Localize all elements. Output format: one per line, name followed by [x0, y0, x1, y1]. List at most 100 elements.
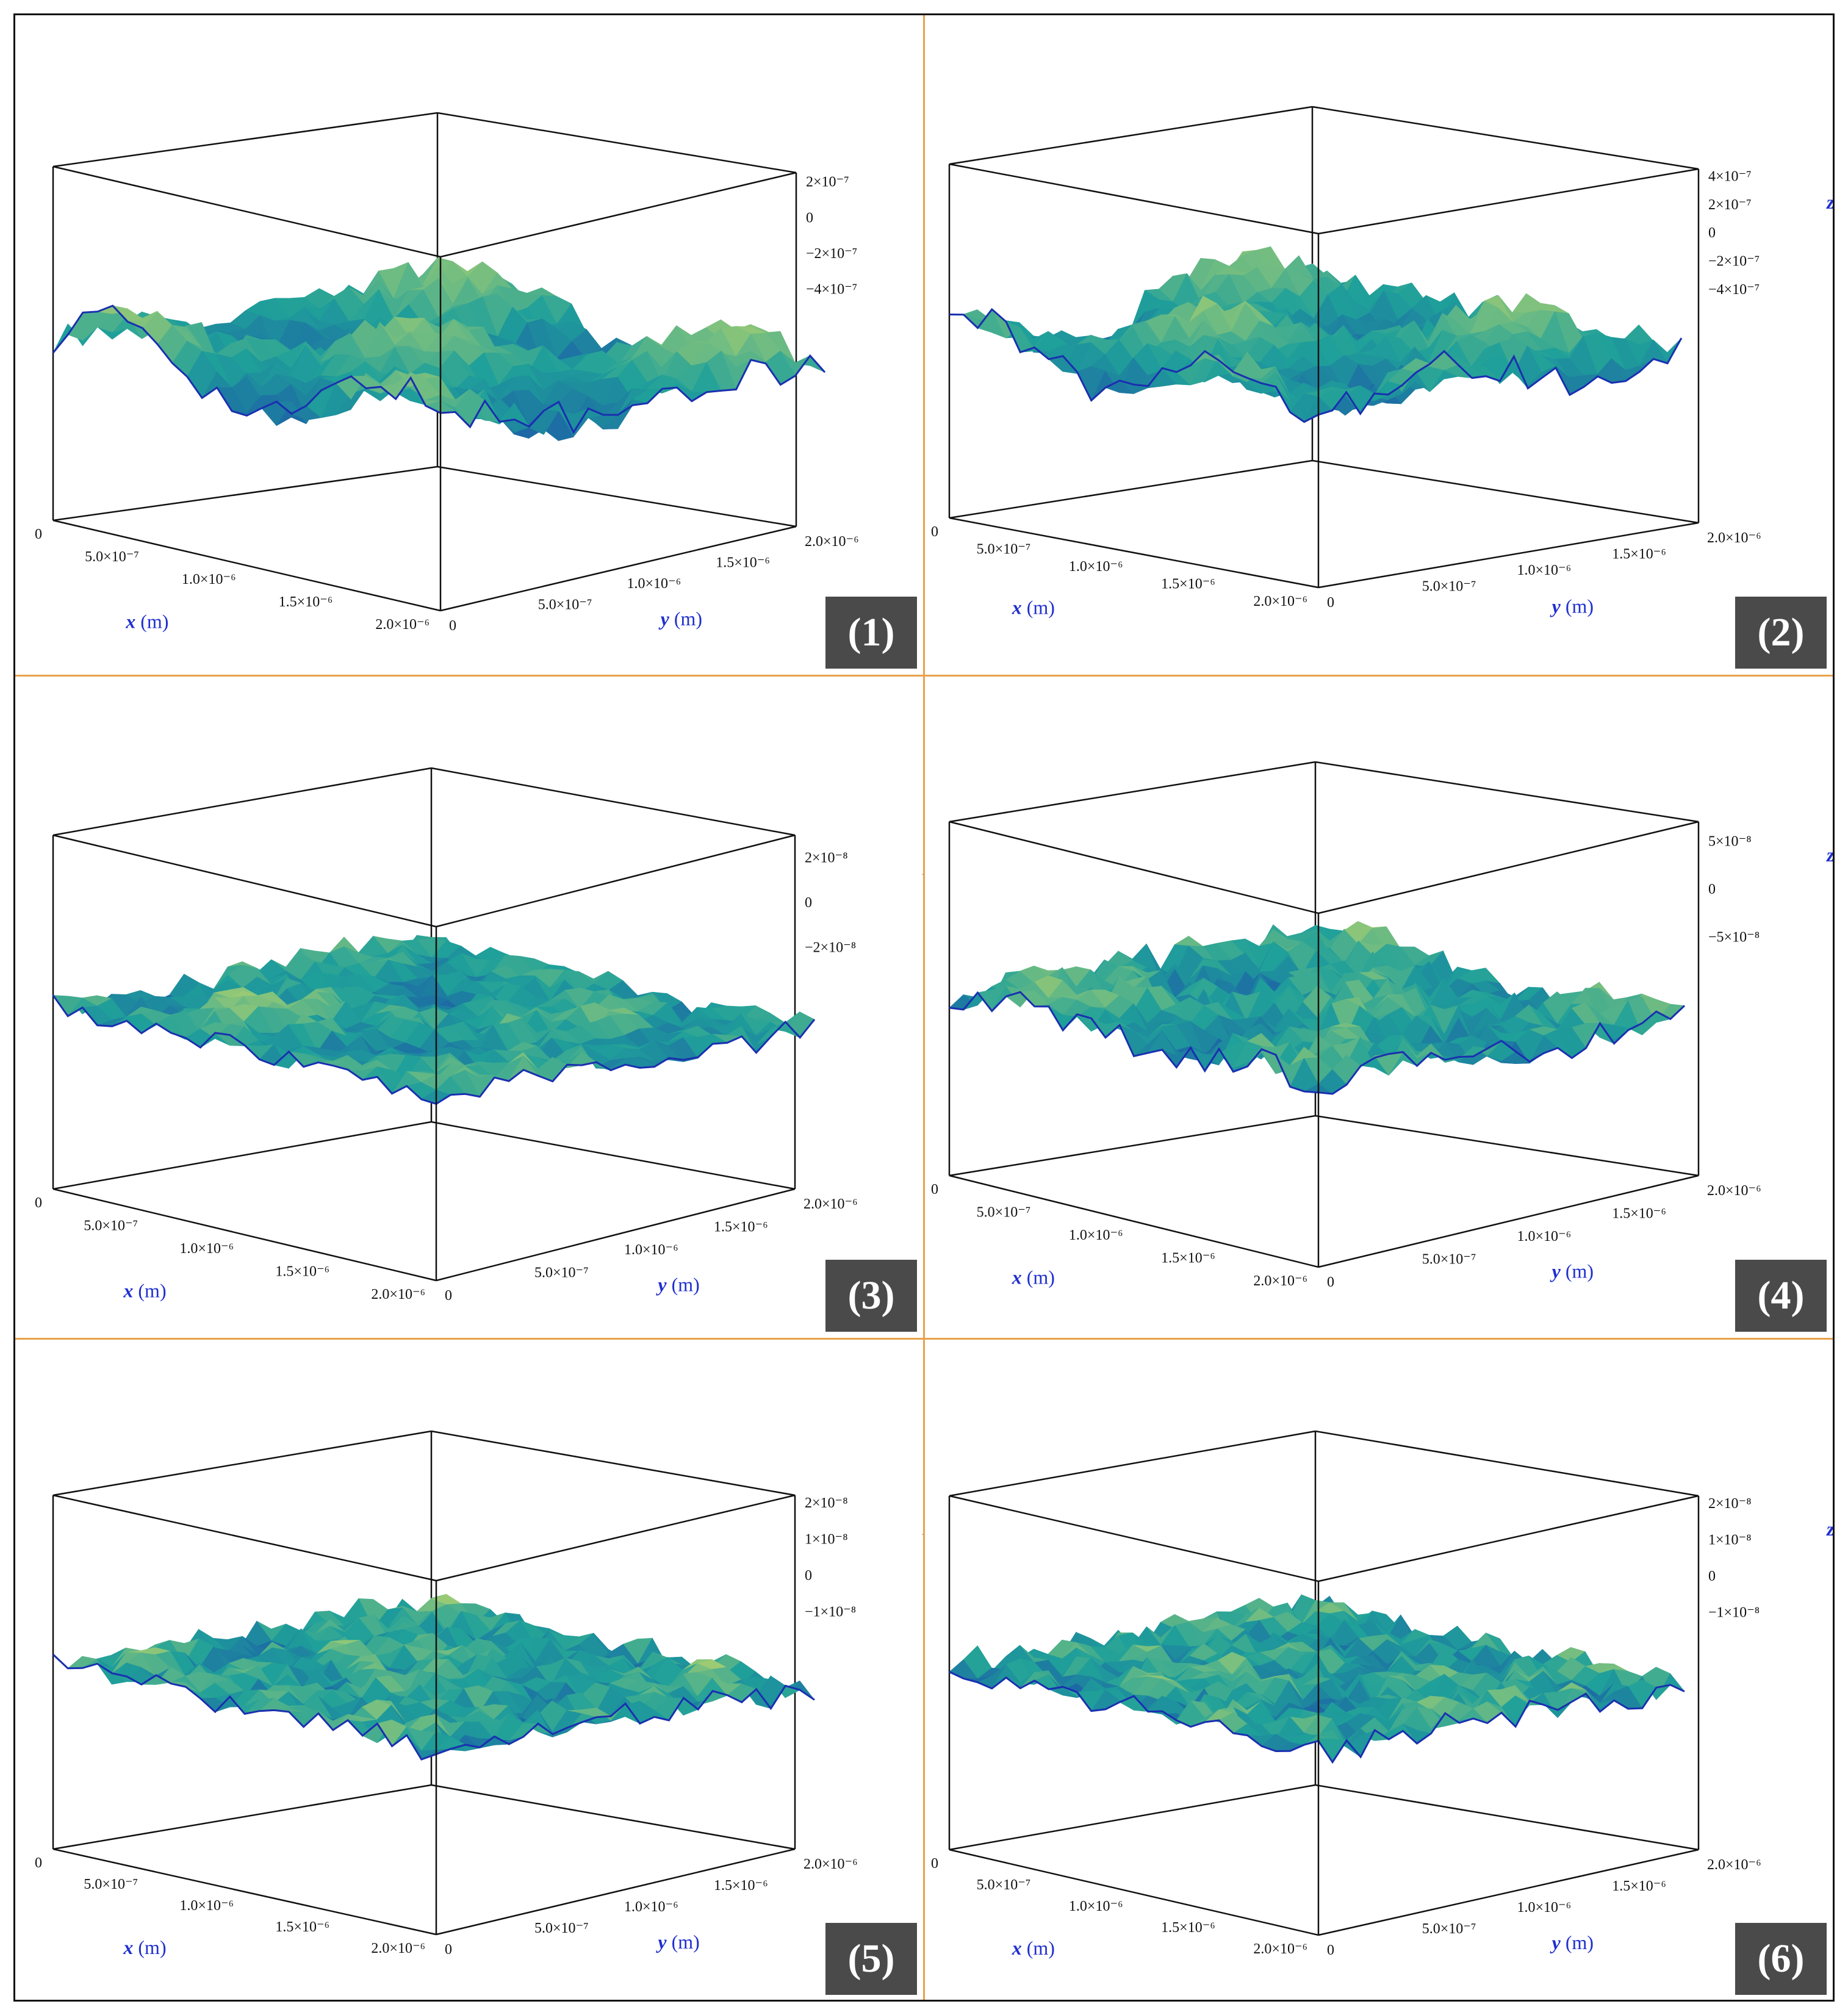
- box-edge: [52, 519, 441, 612]
- surface-mesh: [949, 246, 1683, 423]
- x-tick-label: 1.5×10⁻⁶: [1161, 1920, 1215, 1936]
- axis-ticks: 0 5.0×10⁻⁷ 1.0×10⁻⁶ 1.5×10⁻⁶ 2.0×10⁻⁶ 0 5.0×10…: [35, 850, 858, 1304]
- z-tick-label: −2×10⁻⁷: [806, 246, 857, 262]
- box-edge: [431, 1430, 796, 1496]
- y-tick-label: 5.0×10⁻⁷: [1422, 579, 1476, 595]
- y-tick-label: 2.0×10⁻⁶: [1707, 1183, 1761, 1199]
- surface-facet: [1318, 1738, 1347, 1763]
- y-tick-label: 0: [445, 1288, 452, 1304]
- surface-panel-4: 0 5.0×10⁻⁷ 1.0×10⁻⁶ 1.5×10⁻⁶ 2.0×10⁻⁶ 0 5.0×10…: [925, 677, 1833, 1338]
- z-axis-label: z (m): [1826, 191, 1833, 213]
- box-edge: [949, 1848, 1319, 1936]
- x-axis-label: x (m): [1012, 597, 1055, 619]
- box-edge: [431, 1784, 796, 1850]
- x-tick-label: 1.0×10⁻⁶: [182, 572, 236, 587]
- y-tick-label: 1.0×10⁻⁶: [1517, 562, 1572, 578]
- box-edge: [440, 525, 797, 612]
- x-tick-label: 1.5×10⁻⁶: [1161, 1251, 1215, 1266]
- surface-panel-1: 0 5.0×10⁻⁷ 1.0×10⁻⁶ 1.5×10⁻⁶ 2.0×10⁻⁶ 0 5.0×10…: [15, 15, 923, 675]
- box-edge: [436, 1494, 796, 1582]
- z-tick-label: −4×10⁻⁷: [1708, 282, 1760, 298]
- z-tick-label: −4×10⁻⁷: [806, 282, 857, 298]
- surface-mesh: [52, 257, 826, 441]
- panel-label-badge: (2): [1735, 597, 1827, 669]
- z-axis-label: z (m): [1826, 1518, 1833, 1540]
- y-tick-label: 2.0×10⁻⁶: [1707, 530, 1761, 546]
- box-edge: [1312, 459, 1699, 524]
- y-tick-label: 1.5×10⁻⁶: [1612, 1206, 1666, 1222]
- y-tick-label: 1.0×10⁻⁶: [624, 1899, 678, 1915]
- x-axis-label: x (m): [1012, 1937, 1055, 1959]
- y-axis-label: y (m): [655, 1274, 699, 1296]
- surface-plot-2: 0 5.0×10⁻⁷ 1.0×10⁻⁶ 1.5×10⁻⁶ 2.0×10⁻⁶ 0 5.0×10…: [931, 106, 1833, 619]
- surface-panel-2: 0 5.0×10⁻⁷ 1.0×10⁻⁶ 1.5×10⁻⁶ 2.0×10⁻⁶ 0 5.0×10…: [925, 15, 1833, 675]
- bounding-box-front: [52, 1494, 796, 1936]
- x-tick-label: 0: [35, 526, 42, 542]
- z-tick-label: −1×10⁻⁸: [1708, 1604, 1760, 1620]
- surface-mesh: [52, 1593, 815, 1761]
- x-tick-label: 1.0×10⁻⁶: [179, 1898, 234, 1914]
- box-edge: [949, 1174, 1319, 1268]
- x-tick-label: 1.0×10⁻⁶: [1069, 1898, 1123, 1914]
- box-edge: [436, 1848, 796, 1936]
- box-edge: [52, 834, 437, 928]
- box-edge: [1315, 1430, 1699, 1497]
- x-tick-label: 1.0×10⁻⁶: [1069, 1227, 1123, 1243]
- box-edge: [52, 1188, 437, 1282]
- box-edge: [949, 1430, 1316, 1497]
- box-edge: [1318, 522, 1699, 589]
- x-tick-label: 1.5×10⁻⁶: [275, 1919, 329, 1935]
- box-edge: [1312, 106, 1699, 170]
- box-edge: [52, 1784, 432, 1850]
- y-tick-label: 2.0×10⁻⁶: [805, 534, 859, 550]
- z-tick-label: 4×10⁻⁷: [1708, 169, 1752, 185]
- bounding-box-front: [949, 1495, 1699, 1936]
- box-edge: [431, 1121, 796, 1190]
- horizontal-divider-1: [15, 675, 1833, 677]
- box-edge: [1318, 821, 1699, 914]
- box-edge: [949, 761, 1316, 823]
- x-tick-label: 2.0×10⁻⁶: [1253, 1273, 1307, 1289]
- box-edge: [1315, 1784, 1699, 1851]
- z-axis-label: z (m): [1826, 844, 1833, 866]
- axis-ticks: 0 5.0×10⁻⁷ 1.0×10⁻⁶ 1.5×10⁻⁶ 2.0×10⁻⁶ 0 5.0×10…: [931, 1496, 1761, 1958]
- z-tick-label: 0: [806, 210, 813, 226]
- x-tick-label: 1.5×10⁻⁶: [1161, 576, 1215, 592]
- box-edge: [440, 171, 797, 258]
- y-tick-label: 1.0×10⁻⁶: [624, 1242, 678, 1258]
- box-edge: [949, 163, 1319, 235]
- box-edge: [1318, 1848, 1699, 1936]
- box-edge: [437, 465, 797, 528]
- surface-plot-1: 0 5.0×10⁻⁷ 1.0×10⁻⁶ 1.5×10⁻⁶ 2.0×10⁻⁶ 0 5.0×10…: [35, 112, 859, 634]
- x-tick-label: 5.0×10⁻⁷: [977, 1205, 1031, 1221]
- axis-ticks: 0 5.0×10⁻⁷ 1.0×10⁻⁶ 1.5×10⁻⁶ 2.0×10⁻⁶ 0 5.0×10…: [35, 174, 859, 634]
- box-edge: [1315, 761, 1699, 823]
- x-tick-label: 2.0×10⁻⁶: [371, 1287, 425, 1302]
- y-tick-label: 5.0×10⁻⁷: [538, 597, 592, 613]
- z-tick-label: 5×10⁻⁸: [1708, 833, 1752, 849]
- z-tick-label: 2×10⁻⁸: [805, 850, 848, 866]
- y-tick-label: 0: [1327, 1274, 1334, 1290]
- x-tick-label: 2.0×10⁻⁶: [1253, 594, 1307, 609]
- box-edge: [52, 112, 438, 168]
- box-edge: [52, 1494, 437, 1582]
- surface-panel-6: 0 5.0×10⁻⁷ 1.0×10⁻⁶ 1.5×10⁻⁶ 2.0×10⁻⁶ 0 5.0×10…: [925, 1340, 1833, 2001]
- surface-mesh: [949, 1594, 1685, 1764]
- z-tick-label: 2×10⁻⁸: [805, 1495, 848, 1511]
- y-tick-label: 5.0×10⁻⁷: [1422, 1921, 1476, 1937]
- x-tick-label: 5.0×10⁻⁷: [84, 1877, 138, 1892]
- y-tick-label: 1.0×10⁻⁶: [627, 576, 681, 592]
- surface-plot-3: 0 5.0×10⁻⁷ 1.0×10⁻⁶ 1.5×10⁻⁶ 2.0×10⁻⁶ 0 5.0×10…: [35, 767, 923, 1304]
- surface-panel-5: 0 5.0×10⁻⁷ 1.0×10⁻⁶ 1.5×10⁻⁶ 2.0×10⁻⁶ 0 5.0×10…: [15, 1340, 923, 2001]
- box-edge: [949, 459, 1313, 519]
- box-edge: [1318, 1174, 1699, 1268]
- x-tick-label: 1.0×10⁻⁶: [1069, 559, 1123, 575]
- surface-panel-3: 0 5.0×10⁻⁷ 1.0×10⁻⁶ 1.5×10⁻⁶ 2.0×10⁻⁶ 0 5.0×10…: [15, 677, 923, 1338]
- bounding-box-front: [949, 821, 1699, 1268]
- vertical-divider: [923, 15, 925, 2000]
- y-tick-label: 5.0×10⁻⁷: [534, 1265, 589, 1281]
- z-tick-label: −2×10⁻⁷: [1708, 254, 1760, 270]
- x-tick-label: 5.0×10⁻⁷: [977, 542, 1031, 558]
- z-tick-label: 0: [1708, 882, 1716, 897]
